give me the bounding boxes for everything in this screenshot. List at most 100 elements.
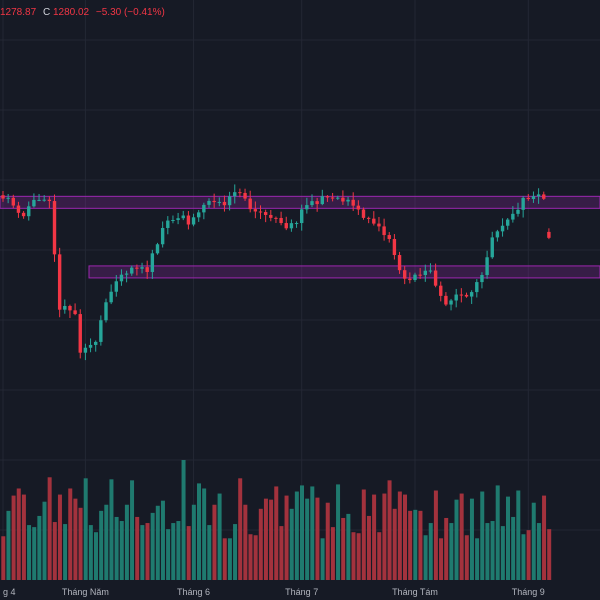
volume-bar (279, 526, 284, 580)
volume-bar (78, 507, 83, 580)
volume-bar (485, 523, 490, 580)
candle (155, 244, 160, 254)
volume-bar (284, 495, 289, 580)
volume-bar (521, 534, 526, 580)
candle (11, 197, 15, 206)
volume-bar (16, 488, 21, 580)
low-value: 1278.87 (0, 7, 37, 18)
candle (382, 226, 386, 236)
x-axis: g 4 Tháng Năm Tháng 6 Tháng 7 Tháng Tám Tháng… (3, 587, 545, 597)
candle (387, 235, 391, 239)
candle (222, 201, 227, 206)
candle (63, 305, 67, 310)
volume-bar (536, 523, 541, 580)
volume-bar (428, 523, 433, 580)
candle (315, 201, 319, 205)
volume-bar (351, 532, 356, 580)
x-tick-label: g 4 (3, 587, 16, 597)
volume-bar (397, 491, 402, 580)
volume-bar (233, 524, 238, 580)
volume-bar (433, 490, 438, 580)
candle (372, 218, 376, 224)
candle (150, 253, 155, 272)
x-tick-label: Tháng 7 (285, 587, 318, 597)
volume-bar (454, 499, 459, 580)
candle (202, 204, 206, 213)
volume-bar (68, 488, 73, 580)
volume-bar (330, 527, 335, 580)
candle (521, 197, 525, 210)
candle (109, 291, 113, 303)
volume-bar (320, 538, 325, 580)
volume-bar (253, 535, 258, 580)
candle (294, 223, 299, 225)
candle (57, 254, 62, 310)
volume-bar (114, 516, 119, 580)
volume-bar (47, 477, 52, 580)
candle (454, 294, 458, 301)
volume-bar (171, 523, 176, 580)
volume-bar (300, 485, 304, 580)
candle (500, 225, 505, 232)
volume-bar (37, 515, 42, 580)
volume-bar (336, 484, 341, 580)
candle (83, 347, 88, 353)
volume-bar (490, 521, 495, 580)
candle (439, 285, 443, 296)
volume-bar (42, 501, 47, 580)
candle (253, 209, 258, 212)
volume-bar (356, 533, 361, 580)
candle (47, 199, 52, 202)
candle (366, 217, 371, 219)
volume-bar (135, 516, 140, 580)
candle (135, 267, 139, 269)
volume-bar (294, 491, 299, 580)
volume-bar (222, 538, 227, 580)
volume-bar (248, 534, 253, 580)
volume-bar (274, 486, 279, 580)
volume-bar (258, 508, 263, 580)
candle (444, 295, 448, 305)
volume-bar (495, 485, 500, 580)
candle (516, 209, 520, 214)
volume-bar (73, 498, 78, 580)
candle (166, 220, 170, 228)
volume-bar (418, 510, 423, 580)
candle (475, 282, 479, 293)
volume-bar (119, 521, 124, 580)
volume-bar (269, 499, 274, 580)
volume-bar (227, 538, 232, 580)
volume-bar (449, 523, 454, 580)
candle (346, 199, 350, 202)
volume-bar (150, 512, 155, 580)
candle (325, 196, 330, 198)
resistance-zones (0, 195, 600, 279)
volume-bar (21, 494, 26, 580)
candle (361, 209, 366, 218)
candle (300, 209, 304, 224)
volume-bar (63, 524, 68, 580)
change-value: −5.30 (−0.41%) (96, 7, 165, 18)
candle (408, 278, 412, 281)
volume-bar (94, 532, 98, 580)
candle (227, 196, 232, 206)
volume-bar (305, 498, 310, 580)
x-tick-label: Tháng 6 (177, 587, 210, 597)
candle (279, 217, 283, 224)
candle (217, 201, 221, 203)
volume-bar (444, 517, 449, 580)
volume-bars (1, 460, 552, 580)
volume-bar (202, 488, 207, 580)
candle (269, 214, 273, 218)
candle (536, 194, 541, 197)
volume-bar (212, 504, 217, 580)
volume-bar (263, 498, 268, 580)
candle (27, 206, 31, 217)
volume-bar (469, 498, 474, 580)
volume-bar (439, 538, 444, 580)
candle (1, 195, 5, 199)
volume-bar (243, 504, 248, 580)
volume-bar (516, 490, 521, 580)
